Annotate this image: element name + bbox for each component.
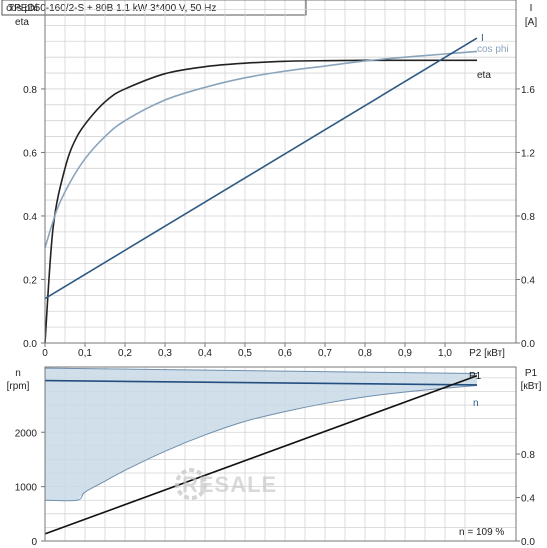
watermark-text: RESALE [182, 472, 277, 497]
x-tick-label: 0,4 [198, 348, 212, 359]
x-tick-label: 1,0 [438, 348, 452, 359]
upper-right-tick-label: 0.0 [521, 339, 535, 350]
x-tick-label: 0,2 [118, 348, 132, 359]
label-p1: P1 [469, 371, 482, 382]
current-line [44, 37, 478, 300]
speed-line [44, 379, 478, 386]
speed-band-area [45, 368, 477, 501]
upper-plot-frame [44, 0, 517, 344]
lower-right-tick-label: 0.4 [521, 494, 535, 505]
lower-left-label-line2: [rpm] [7, 381, 30, 392]
label-n: n [473, 398, 479, 409]
upper-right-label-line1: I [530, 3, 533, 14]
label-eta: eta [477, 70, 491, 81]
upper-left-tick-label: 0.2 [23, 275, 37, 286]
upper-right-label-line2: [A] [525, 17, 537, 28]
x-tick-label: 0,3 [158, 348, 172, 359]
upper-right-tick-label: 1.2 [521, 148, 535, 159]
eta-curve [44, 59, 477, 344]
speed-range-band [44, 367, 478, 502]
upper-series [44, 37, 478, 344]
chart-title: TPED50-160/2-S + 80B 1.1 kW 3*400 V, 50 … [8, 3, 216, 14]
x-tick-label: 0,9 [398, 348, 412, 359]
speed-annotation: n = 109 % [459, 527, 504, 538]
upper-left-tick-label: 0.4 [23, 212, 37, 223]
upper-left-label-line1: cos phi [6, 3, 38, 14]
x-tick-label: 0,7 [318, 348, 332, 359]
lower-plot-frame [44, 366, 517, 542]
p1-line [44, 374, 478, 535]
upper-left-label-line2: eta [15, 17, 29, 28]
lower-right-tick-label: 0.0 [521, 537, 535, 548]
lower-right-label-line1: P1 [525, 368, 538, 379]
lower-left-axis-label: n [rpm] [7, 368, 30, 392]
lower-left-tick-label: 1000 [15, 483, 38, 494]
upper-right-tick-label: 0.8 [521, 212, 535, 223]
upper-left-tick-label: 0.0 [23, 339, 37, 350]
lower-right-tick-label: 0.8 [521, 450, 535, 461]
speed-band-upper-edge [44, 367, 478, 375]
upper-right-tick-label: 1.6 [521, 85, 535, 96]
cos-phi-curve [44, 50, 478, 248]
lower-right-axis-label: P1 [кВт] [521, 368, 542, 392]
upper-left-tick-label: 0.6 [23, 148, 37, 159]
label-cos-phi: cos phi [477, 44, 509, 55]
lower-left-label-line1: n [15, 368, 21, 379]
speed-band-lower-edge [44, 384, 478, 502]
x-tick-label: 0,1 [78, 348, 92, 359]
lower-left-tick-label: 2000 [15, 428, 38, 439]
x-tick-label: 0,8 [358, 348, 372, 359]
upper-right-tick-label: 0.4 [521, 275, 535, 286]
resale-watermark-logo: RESALE [175, 468, 277, 500]
upper-left-tick-label: 0.8 [23, 85, 37, 96]
title-box [1, 0, 307, 16]
x-axis-label: P2 [кВт] [469, 348, 505, 359]
x-tick-label: 0,6 [278, 348, 292, 359]
lower-left-tick-label: 0 [31, 537, 37, 548]
label-current: I [481, 33, 484, 44]
x-tick-label: 0 [42, 348, 48, 359]
upper-left-axis-label: cos phi eta [6, 3, 38, 28]
upper-grid [45, 0, 516, 343]
upper-right-axis-label: I [A] [525, 3, 537, 28]
x-tick-label: 0,5 [238, 348, 252, 359]
tick-labels: 0 0,1 0,2 0,3 0,4 0,5 0,6 0,7 0,8 0,9 1,0 P2 [кВт] 0… [15, 85, 536, 548]
lower-series [44, 374, 478, 535]
lower-right-label-line2: [кВт] [521, 381, 542, 392]
